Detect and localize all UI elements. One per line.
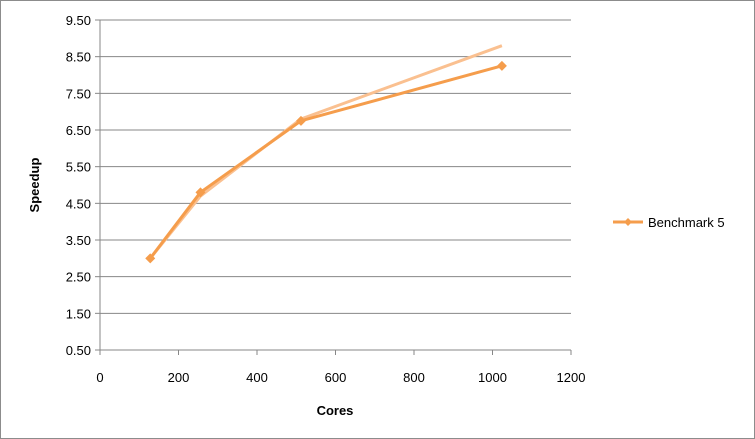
x-tick-label: 400 (246, 370, 268, 385)
x-tick-labels: 0 200 400 600 800 1000 1200 (96, 370, 585, 385)
x-axis-title: Cores (317, 403, 354, 418)
axes (99, 20, 572, 355)
legend-label: Benchmark 5 (648, 215, 725, 230)
y-tick-label: 6.50 (66, 123, 91, 138)
y-tick-label: 5.50 (66, 160, 91, 175)
series-benchmark-5-line (149, 64, 503, 260)
legend-marker (624, 218, 632, 226)
y-tick-labels: 0.50 1.50 2.50 3.50 4.50 5.50 6.50 7.50 8.50 9.50 (66, 13, 91, 358)
x-tick-label: 0 (96, 370, 103, 385)
data-point-marker (496, 60, 507, 71)
y-tick-label: 3.50 (66, 233, 91, 248)
y-tick-label: 2.50 (66, 270, 91, 285)
x-tick-label: 1000 (478, 370, 507, 385)
y-tick-label: 1.50 (66, 306, 91, 321)
y-tick-label: 0.50 (66, 343, 91, 358)
x-tick-label: 600 (325, 370, 347, 385)
x-tick-label: 800 (403, 370, 425, 385)
data-point-marker (295, 115, 306, 126)
series-trend-line (149, 44, 503, 260)
grid-lines (95, 19, 571, 351)
y-tick-label: 9.50 (66, 13, 91, 28)
x-tick-label: 1200 (557, 370, 586, 385)
y-tick-label: 7.50 (66, 86, 91, 101)
y-tick-label: 4.50 (66, 196, 91, 211)
data-point-marker (195, 187, 206, 198)
legend: Benchmark 5 (613, 215, 725, 230)
x-tick-label: 200 (168, 370, 190, 385)
data-point-marker (145, 253, 156, 264)
y-tick-label: 8.50 (66, 50, 91, 65)
y-axis-title: Speedup (27, 157, 42, 212)
series-layer (145, 44, 507, 264)
